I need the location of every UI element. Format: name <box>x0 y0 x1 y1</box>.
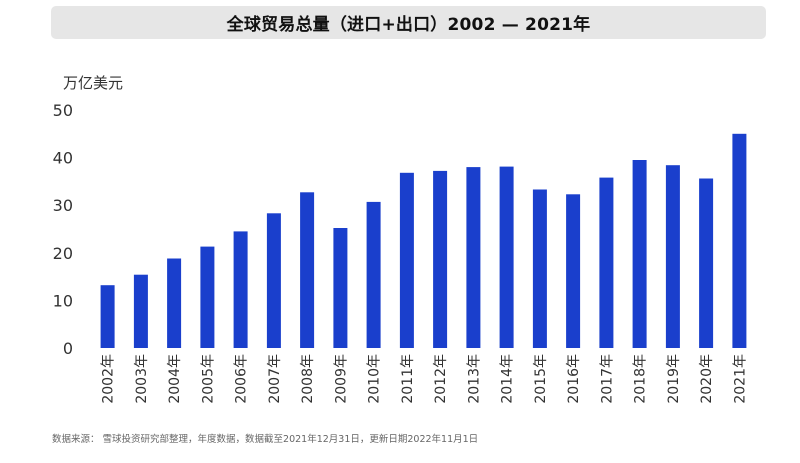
bar-2008年 <box>300 192 315 348</box>
bar-2004年 <box>167 258 182 348</box>
bar-2015年 <box>532 189 547 348</box>
x-tick-label: 2019年 <box>666 354 682 404</box>
bar-2005年 <box>200 246 215 348</box>
bar-2009年 <box>333 228 348 348</box>
bar-2013年 <box>466 167 481 348</box>
y-tick-label: 40 <box>53 149 73 168</box>
x-tick-label: 2015年 <box>533 354 549 404</box>
bar-2007年 <box>266 213 281 348</box>
x-tick-label: 2008年 <box>300 354 316 404</box>
bar-2018年 <box>632 160 647 348</box>
source-note: 数据来源： 雪球投资研究部整理，年度数据，数据截至2021年12月31日，更新日… <box>52 434 479 445</box>
x-tick-label: 2014年 <box>500 354 516 404</box>
bar-2016年 <box>566 194 581 348</box>
x-tick-label: 2005年 <box>200 354 216 404</box>
bar-2011年 <box>399 172 414 348</box>
bar-2019年 <box>665 165 680 348</box>
y-tick-label: 20 <box>53 244 73 263</box>
x-tick-label: 2006年 <box>234 354 250 404</box>
bar-2012年 <box>433 170 448 348</box>
x-tick-label: 2013年 <box>466 354 482 404</box>
x-tick-label: 2016年 <box>566 354 582 404</box>
x-tick-label: 2009年 <box>333 354 349 404</box>
bar-2020年 <box>699 178 714 348</box>
x-tick-label: 2002年 <box>101 354 117 404</box>
y-tick-label: 30 <box>53 196 73 215</box>
y-tick-label: 0 <box>63 339 73 358</box>
x-tick-label: 2020年 <box>699 354 715 404</box>
x-tick-label: 2003年 <box>134 354 150 404</box>
bar-2021年 <box>732 133 747 348</box>
bar-2003年 <box>133 274 148 348</box>
x-tick-label: 2007年 <box>267 354 283 404</box>
chart-title-bar: 全球贸易总量（进口+出口）2002 — 2021年 <box>51 6 766 39</box>
bar-2002年 <box>100 285 115 348</box>
x-tick-label: 2012年 <box>433 354 449 404</box>
bar-2006年 <box>233 231 248 348</box>
bar-2010年 <box>366 201 381 348</box>
y-tick-label: 50 <box>53 101 73 120</box>
x-tick-label: 2010年 <box>367 354 383 404</box>
bar-2014年 <box>499 166 514 348</box>
x-tick-label: 2011年 <box>400 354 416 404</box>
y-axis-unit-label: 万亿美元 <box>63 74 124 92</box>
x-tick-label: 2021年 <box>732 354 748 404</box>
y-tick-label: 10 <box>53 291 73 310</box>
bar-2017年 <box>599 177 614 348</box>
chart-title: 全球贸易总量（进口+出口）2002 — 2021年 <box>226 15 591 35</box>
x-tick-label: 2017年 <box>599 354 615 404</box>
x-tick-label: 2004年 <box>167 354 183 404</box>
x-tick-label: 2018年 <box>633 354 649 404</box>
